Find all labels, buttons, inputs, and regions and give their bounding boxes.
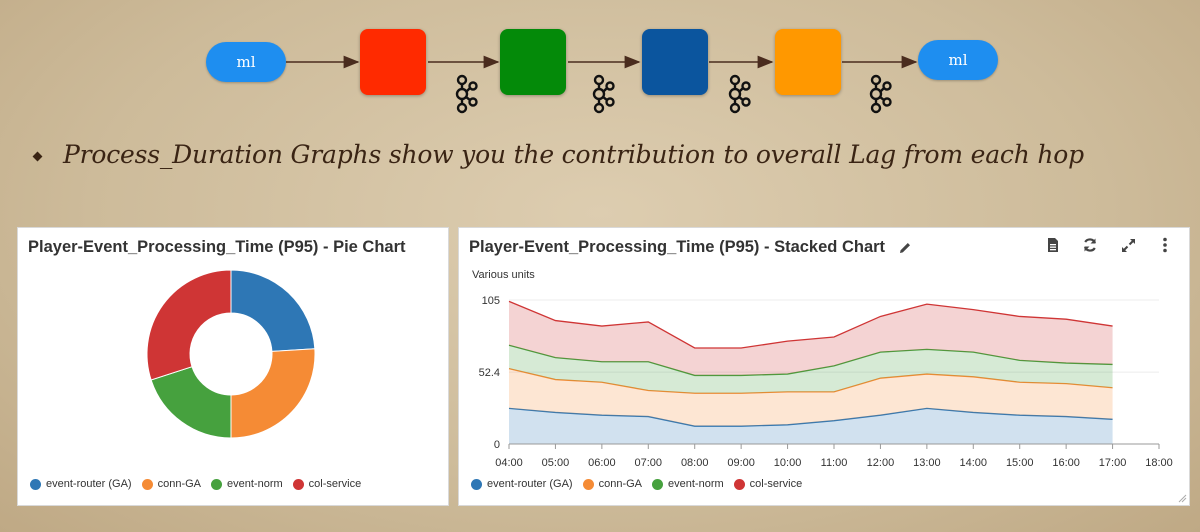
x-tick-label: 09:00 <box>727 457 755 469</box>
y-tick-label: 52.4 <box>479 367 500 379</box>
pie-legend: event-router (GA) conn-GA event-norm col-se… <box>30 478 371 490</box>
edit-pencil-icon[interactable] <box>897 240 913 256</box>
x-tick-label: 17:00 <box>1099 457 1127 469</box>
legend-swatch <box>471 478 482 490</box>
expand-icon[interactable] <box>1121 238 1136 253</box>
x-tick-label: 08:00 <box>681 457 709 469</box>
stage-box-3 <box>642 29 708 95</box>
stacked-legend: event-router (GA) conn-GA event-norm col-se… <box>471 478 812 490</box>
x-tick-label: 13:00 <box>913 457 941 469</box>
kafka-icon <box>728 74 751 114</box>
legend-label: event-router (GA) <box>487 478 573 490</box>
legend-item[interactable]: event-norm <box>652 478 724 490</box>
pie-slice[interactable] <box>146 269 232 381</box>
legend-swatch <box>582 478 594 490</box>
series-line[interactable] <box>508 344 1113 377</box>
area-fill <box>509 368 1113 427</box>
bullet-point: Process_Duration Graphs show you the con… <box>32 140 1084 169</box>
units-label: Various units <box>472 269 535 281</box>
pipeline-arrows <box>286 55 918 69</box>
kafka-icon <box>869 74 892 114</box>
document-icon[interactable] <box>1046 237 1060 253</box>
pie-chart-title: Player-Event_Processing_Time (P95) - Pie… <box>28 238 406 256</box>
x-tick-label: 12:00 <box>867 457 895 469</box>
x-tick-label: 15:00 <box>1006 457 1034 469</box>
legend-swatch <box>733 478 745 490</box>
y-tick-label: 0 <box>494 439 500 451</box>
legend-swatch <box>211 478 223 490</box>
area-fill <box>509 301 1113 376</box>
x-tick-label: 07:00 <box>635 457 663 469</box>
x-tick-label: 04:00 <box>495 457 523 469</box>
pie-slice[interactable] <box>230 269 316 352</box>
legend-item[interactable]: col-service <box>733 478 803 490</box>
x-tick-label: 14:00 <box>960 457 988 469</box>
x-tick-label: 10:00 <box>774 457 802 469</box>
legend-swatch <box>292 478 304 490</box>
legend-item[interactable]: conn-GA <box>582 478 643 490</box>
legend-item[interactable]: event-router (GA) <box>471 478 573 490</box>
pie-chart-panel: Player-Event_Processing_Time (P95) - Pie… <box>17 227 449 506</box>
legend-label: col-service <box>308 478 362 490</box>
legend-swatch <box>652 478 664 490</box>
kafka-icon <box>592 74 615 114</box>
stacked-area-chart: 0 52.4 105 04:00 05:00 06:00 07:00 08:00 09:00 10… <box>479 295 1173 469</box>
series-line[interactable] <box>508 367 1113 394</box>
stacked-chart-title: Player-Event_Processing_Time (P95) - Sta… <box>469 238 886 256</box>
legend-label: col-service <box>749 478 803 490</box>
x-tick-label: 05:00 <box>542 457 570 469</box>
pie-slice[interactable] <box>150 366 232 439</box>
area-fill <box>509 408 1113 444</box>
stage-box-1 <box>360 29 426 95</box>
x-tick-label: 18:00 <box>1145 457 1173 469</box>
refresh-icon[interactable] <box>1082 237 1098 253</box>
legend-item[interactable]: col-service <box>292 478 362 490</box>
x-tick-label: 11:00 <box>821 457 848 469</box>
legend-item[interactable]: event-norm <box>211 478 283 490</box>
more-vertical-icon[interactable] <box>1162 237 1168 253</box>
legend-label: conn-GA <box>157 478 202 490</box>
legend-label: conn-GA <box>598 478 643 490</box>
y-tick-label: 105 <box>482 295 500 307</box>
stacked-chart-panel: Player-Event_Processing_Time (P95) - Sta… <box>458 227 1190 506</box>
resize-grip-icon[interactable] <box>1177 493 1187 503</box>
series-line[interactable] <box>508 407 1113 427</box>
bullet-icon <box>32 151 43 162</box>
pie-chart <box>146 269 316 439</box>
stage-box-2 <box>500 29 566 95</box>
x-tick-label: 16:00 <box>1052 457 1080 469</box>
legend-swatch <box>141 478 153 490</box>
sink-node: ml <box>918 40 998 80</box>
pie-slice[interactable] <box>230 348 316 439</box>
legend-swatch <box>30 478 41 490</box>
stage-box-4 <box>775 29 841 95</box>
kafka-icon <box>455 74 478 114</box>
legend-label: event-router (GA) <box>46 478 132 490</box>
x-tick-label: 06:00 <box>588 457 616 469</box>
source-node: ml <box>206 42 286 82</box>
area-fill <box>509 345 1113 394</box>
legend-item[interactable]: conn-GA <box>141 478 202 490</box>
bullet-text: Process_Duration Graphs show you the con… <box>63 140 1084 169</box>
legend-label: event-norm <box>227 478 283 490</box>
series-line[interactable] <box>508 300 1113 349</box>
legend-label: event-norm <box>668 478 724 490</box>
legend-item[interactable]: event-router (GA) <box>30 478 132 490</box>
